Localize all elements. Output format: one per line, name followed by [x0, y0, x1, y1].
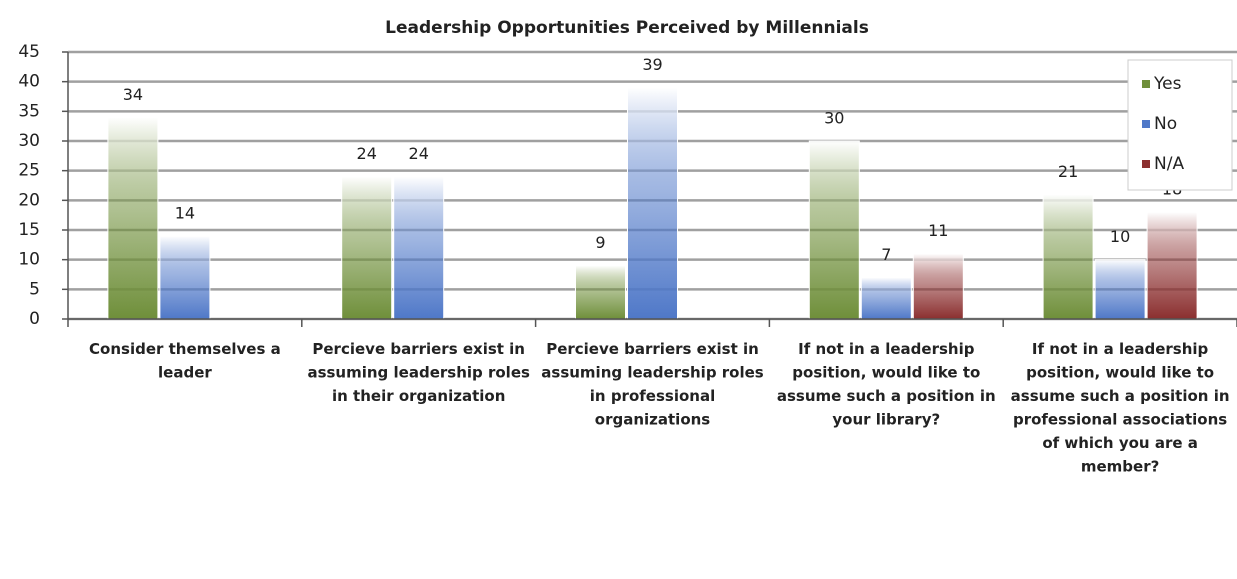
y-tick-label: 30 — [18, 131, 40, 151]
bar — [1042, 193, 1094, 320]
legend-swatch — [1142, 80, 1150, 88]
y-tick-label: 35 — [18, 101, 40, 121]
y-tick-label: 40 — [18, 72, 40, 92]
y-tick-label: 20 — [18, 190, 40, 210]
value-label: 7 — [881, 245, 891, 264]
y-tick-label: 10 — [18, 250, 40, 270]
legend-label: N/A — [1154, 154, 1184, 174]
bar — [860, 276, 912, 320]
bar — [575, 265, 626, 320]
bar — [159, 235, 211, 320]
legend-swatch — [1142, 160, 1150, 168]
legend-swatch — [1142, 120, 1150, 128]
value-label: 11 — [928, 221, 948, 240]
value-label: 14 — [175, 203, 195, 222]
y-tick-label: 15 — [18, 220, 40, 240]
x-tick-label: Percieve barriers exist in assuming leade… — [541, 340, 764, 429]
bar — [912, 253, 964, 320]
bar — [107, 116, 159, 320]
bar — [1094, 259, 1146, 320]
x-tick-label: Consider themselves a leader — [89, 340, 281, 382]
value-label: 24 — [357, 144, 377, 163]
value-label: 21 — [1058, 162, 1078, 181]
legend-label: No — [1154, 114, 1177, 134]
x-tick-label: If not in a leadership position, would li… — [1011, 340, 1230, 476]
y-tick-label: 5 — [29, 279, 40, 299]
y-tick-label: 0 — [29, 309, 40, 329]
bar — [808, 140, 860, 320]
x-tick-label: If not in a leadership position, would li… — [777, 340, 996, 429]
y-tick-label: 45 — [18, 42, 40, 62]
value-label: 10 — [1110, 227, 1130, 246]
value-label: 30 — [824, 109, 844, 128]
value-label: 39 — [642, 55, 662, 74]
y-tick-label: 25 — [18, 161, 40, 181]
x-tick-label: Percieve barriers exist in assuming leade… — [307, 340, 530, 405]
value-label: 24 — [409, 144, 429, 163]
bar — [341, 176, 393, 320]
bar — [627, 87, 678, 320]
value-label: 9 — [595, 233, 605, 252]
bar — [1146, 211, 1198, 320]
value-label: 34 — [123, 85, 143, 104]
legend-label: Yes — [1153, 74, 1182, 94]
chart-title: Leadership Opportunities Perceived by Mi… — [385, 18, 869, 38]
bar — [393, 176, 445, 320]
